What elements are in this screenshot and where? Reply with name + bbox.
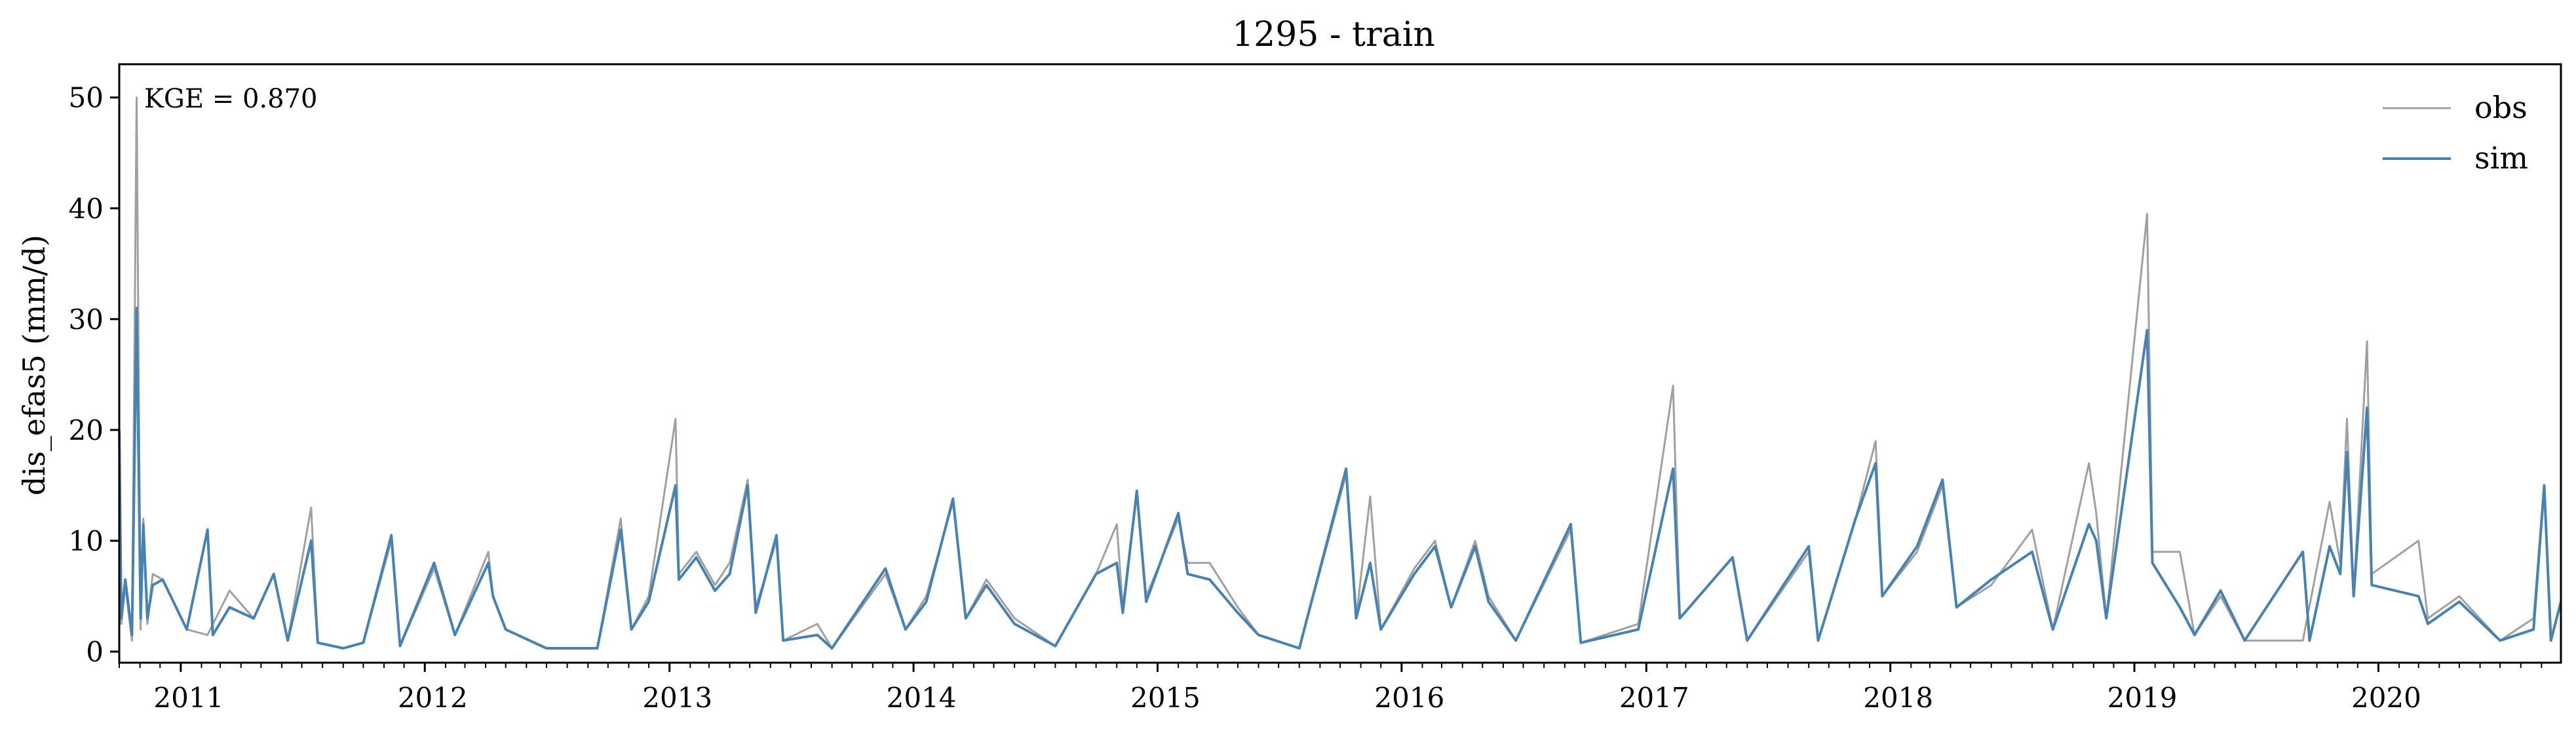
x-tick-label: 2018 [1863,682,1933,714]
y-tick-label: 30 [69,303,104,336]
legend-label-sim: sim [2474,140,2528,176]
series-line-obs [118,96,2562,650]
y-axis-label: dis_efas5 (mm/d) [16,235,52,496]
x-tick-label: 2019 [2107,682,2178,714]
y-tick-label: 50 [69,82,104,114]
x-tick-label: 2013 [642,682,712,714]
y-tick-label: 20 [69,414,104,446]
x-tick-label: 2020 [2351,682,2421,714]
series-line-sim [118,307,2562,650]
chart-title: 1295 - train [1232,15,1435,54]
x-tick-label: 2017 [1619,682,1689,714]
x-tick-label: 2011 [153,682,223,714]
legend: obs sim [2383,90,2528,176]
plot-frame [118,63,2562,664]
x-tick-label: 2014 [887,682,957,714]
x-tick-label: 2015 [1130,682,1201,714]
kge-annotation: KGE = 0.870 [144,84,318,114]
y-tick-label: 10 [69,525,104,557]
x-tick-label: 2016 [1374,682,1444,714]
y-axis: 0 10 20 30 40 50 [69,82,119,668]
legend-label-obs: obs [2474,90,2528,125]
x-axis: 2011 2012 2013 2014 2015 2016 2017 2018 2019 2020 [119,663,2543,714]
y-tick-label: 40 [69,193,104,225]
y-tick-label: 0 [86,636,104,668]
x-tick-label: 2012 [398,682,468,714]
plot-area [118,96,2562,650]
